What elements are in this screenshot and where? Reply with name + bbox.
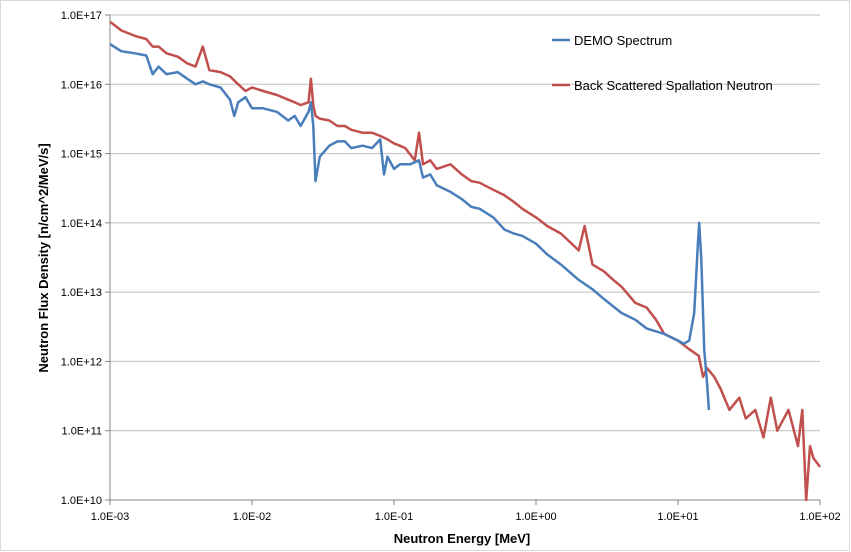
x-tick-label: 1.0E-03 [91, 511, 130, 523]
x-axis-ticks: 1.0E-03 1.0E-02 1.0E-01 1.0E+00 1.0E+01 1.0E+… [91, 500, 841, 523]
x-tick-label: 1.0E-01 [375, 511, 414, 523]
x-tick-label: 1.0E-02 [233, 511, 272, 523]
series-line-back-scattered [110, 20, 821, 501]
y-tick-label: 1.0E+11 [62, 426, 102, 438]
legend: DEMO Spectrum Back Scattered Spallation N… [552, 33, 773, 93]
y-tick-label: 1.0E+17 [61, 10, 102, 22]
series-layer [110, 20, 821, 501]
x-tick-label: 1.0E+00 [515, 511, 556, 523]
series-line-demo-spectrum [110, 43, 711, 410]
y-axis-title: Neutron Flux Density [n/cm^2/MeV/s] [36, 143, 51, 372]
y-tick-label: 1.0E+15 [61, 149, 102, 161]
legend-label: DEMO Spectrum [574, 33, 672, 48]
plot-area [109, 15, 820, 501]
x-tick-label: 1.0E+01 [657, 511, 698, 523]
y-tick-label: 1.0E+14 [61, 218, 102, 230]
y-tick-label: 1.0E+13 [61, 287, 102, 299]
y-tick-label: 1.0E+10 [61, 495, 102, 507]
y-tick-label: 1.0E+16 [61, 79, 102, 91]
x-axis-title: Neutron Energy [MeV] [394, 531, 531, 546]
legend-label: Back Scattered Spallation Neutron [574, 78, 773, 93]
x-tick-label: 1.0E+02 [799, 511, 840, 523]
y-axis-ticks: 1.0E+10 1.0E+11 1.0E+12 1.0E+13 1.0E+14 1.0E+… [61, 10, 110, 507]
y-tick-label: 1.0E+12 [61, 356, 102, 368]
